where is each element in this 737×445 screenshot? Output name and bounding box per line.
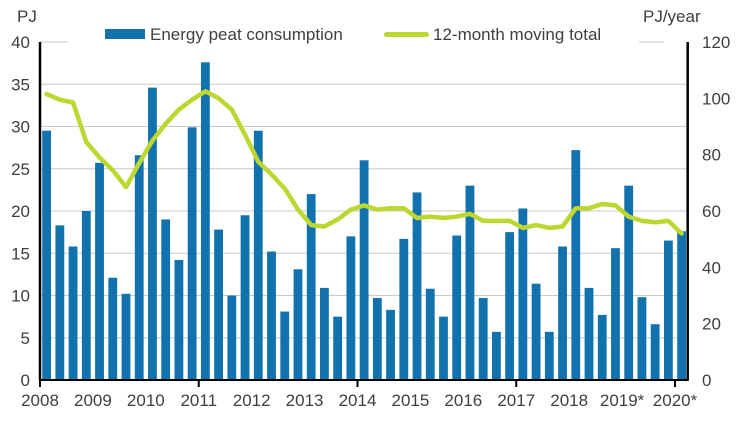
y-tick-label-right-60: 60 bbox=[702, 202, 721, 221]
bar-2019-Q2 bbox=[637, 297, 647, 380]
x-axis-label-2008: 2008 bbox=[21, 391, 59, 410]
bar-2014-Q3 bbox=[386, 309, 395, 380]
bar-2014-Q4 bbox=[399, 238, 409, 380]
y-tick-label-right-20: 20 bbox=[702, 315, 721, 334]
bar-2018-Q1 bbox=[571, 150, 581, 380]
bar-2016-Q3 bbox=[491, 331, 501, 380]
x-axis-label-2020: 2020* bbox=[653, 391, 698, 410]
bar-2019-Q1 bbox=[624, 185, 634, 380]
bar-2017-Q2 bbox=[531, 283, 541, 380]
bar-2018-Q3 bbox=[597, 314, 607, 380]
bar-2020-Q1 bbox=[677, 231, 687, 380]
bar-2014-Q2 bbox=[372, 298, 382, 380]
bar-2012-Q2 bbox=[267, 251, 276, 380]
bar-2011-Q3 bbox=[227, 295, 237, 380]
bar-2013-Q2 bbox=[320, 287, 329, 380]
x-axis-label-2010: 2010 bbox=[127, 391, 165, 410]
legend-label-line: 12-month moving total bbox=[433, 25, 602, 44]
bar-2016-Q4 bbox=[505, 232, 515, 380]
bar-2009-Q3 bbox=[121, 293, 131, 380]
x-axis-label-2014: 2014 bbox=[339, 391, 377, 410]
legend: Energy peat consumption 12-month moving … bbox=[0, 0, 737, 48]
moving-total-line bbox=[44, 89, 684, 236]
bar-2008-Q4 bbox=[81, 211, 91, 380]
bar-2015-Q1 bbox=[412, 192, 422, 380]
bar-2016-Q2 bbox=[478, 298, 488, 380]
x-axis-label-2012: 2012 bbox=[233, 391, 271, 410]
bar-2008-Q3 bbox=[68, 246, 78, 380]
bar-2010-Q3 bbox=[174, 260, 184, 380]
y-tick-label-left-25: 25 bbox=[11, 160, 30, 179]
x-axis-label-2013: 2013 bbox=[286, 391, 324, 410]
bar-2018-Q2 bbox=[584, 287, 594, 380]
y-tick-label-right-100: 100 bbox=[702, 89, 730, 108]
y-tick-label-left-35: 35 bbox=[11, 75, 30, 94]
y-tick-label-left-5: 5 bbox=[21, 329, 30, 348]
right-axis-title: PJ/year bbox=[643, 7, 701, 26]
x-axis-label-2009: 2009 bbox=[74, 391, 112, 410]
legend-label-bars: Energy peat consumption bbox=[150, 25, 343, 44]
y-tick-label-left-15: 15 bbox=[11, 244, 30, 263]
bar-2015-Q3 bbox=[439, 316, 448, 380]
bar-2009-Q2 bbox=[108, 277, 118, 380]
bar-2010-Q1 bbox=[148, 87, 157, 380]
y-tick-label-right-120: 120 bbox=[702, 33, 730, 52]
bar-2016-Q1 bbox=[465, 185, 475, 380]
bar-2017-Q4 bbox=[558, 246, 567, 380]
bar-2012-Q3 bbox=[280, 311, 290, 380]
bar-2011-Q4 bbox=[240, 215, 250, 380]
x-axis-label-2015: 2015 bbox=[392, 391, 430, 410]
legend-line-swatch-icon bbox=[384, 32, 429, 37]
bar-2009-Q1 bbox=[95, 162, 104, 380]
bar-2015-Q2 bbox=[425, 288, 435, 380]
bar-2010-Q2 bbox=[161, 219, 171, 380]
y-tick-label-left-40: 40 bbox=[11, 33, 30, 52]
bar-2019-Q4 bbox=[663, 240, 673, 380]
bar-2011-Q2 bbox=[214, 229, 224, 380]
x-axis-label-2019: 2019* bbox=[600, 391, 645, 410]
bar-2012-Q4 bbox=[293, 269, 303, 380]
x-axis-label-2016: 2016 bbox=[444, 391, 482, 410]
bar-2014-Q1 bbox=[359, 160, 369, 380]
x-axis-label-2017: 2017 bbox=[497, 391, 535, 410]
y-tick-label-left-10: 10 bbox=[11, 287, 30, 306]
y-tick-label-left-0: 0 bbox=[21, 371, 30, 390]
bar-2009-Q4 bbox=[134, 155, 144, 380]
bar-2013-Q1 bbox=[306, 194, 316, 380]
bar-2008-Q2 bbox=[55, 225, 65, 380]
y-tick-label-left-20: 20 bbox=[11, 202, 30, 221]
bar-2017-Q3 bbox=[544, 331, 554, 380]
y-tick-label-right-80: 80 bbox=[702, 146, 721, 165]
bar-2013-Q3 bbox=[333, 316, 343, 380]
bar-2012-Q1 bbox=[253, 130, 263, 380]
bar-2019-Q3 bbox=[650, 324, 660, 380]
x-axis-label-2018: 2018 bbox=[550, 391, 588, 410]
bar-2013-Q4 bbox=[346, 236, 356, 380]
y-tick-label-left-30: 30 bbox=[11, 118, 30, 137]
left-axis-title: PJ bbox=[17, 7, 37, 26]
bar-2018-Q4 bbox=[611, 248, 620, 380]
legend-bar-swatch-icon bbox=[105, 29, 145, 39]
bar-2017-Q1 bbox=[518, 208, 528, 380]
bar-2008-Q1 bbox=[42, 130, 52, 380]
x-axis-label-2011: 2011 bbox=[180, 391, 217, 410]
bar-2011-Q1 bbox=[200, 62, 210, 380]
bar-2015-Q4 bbox=[452, 235, 462, 380]
bar-2010-Q4 bbox=[187, 127, 197, 380]
y-tick-label-right-0: 0 bbox=[702, 371, 711, 390]
y-tick-label-right-40: 40 bbox=[702, 258, 721, 277]
